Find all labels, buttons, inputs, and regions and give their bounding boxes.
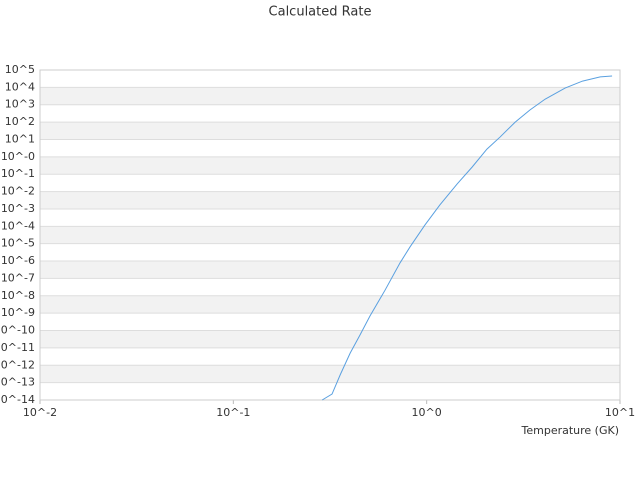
grid-band [40, 365, 620, 383]
x-tick-label: 10^-1 [216, 406, 250, 419]
y-tick-label: 10^-11 [0, 341, 35, 354]
y-tick-label: 10^-9 [1, 306, 35, 319]
y-tick-label: 10^-8 [1, 289, 35, 302]
x-tick-label: 10^0 [412, 406, 442, 419]
y-tick-label: 10^-5 [1, 237, 35, 250]
chart-title: Calculated Rate [269, 5, 372, 20]
y-tick-label: 10^-6 [1, 254, 35, 267]
y-tick-label: 10^-2 [1, 185, 35, 198]
y-tick-label: 10^-1 [1, 167, 35, 180]
grid [40, 69, 620, 401]
y-tick-label: 10^-3 [1, 202, 35, 215]
y-tick-label: 10^-0 [1, 150, 35, 163]
grid-band [40, 330, 620, 348]
grid-band [40, 122, 620, 140]
y-tick-label: 10^-7 [1, 271, 35, 284]
y-tick-label: 10^-10 [0, 324, 35, 337]
x-tick-label: 10^1 [605, 406, 635, 419]
y-tick-label: 10^-13 [0, 376, 35, 389]
y-tick-label: 10^-4 [1, 219, 35, 232]
series-line [321, 75, 613, 401]
y-tick-label: 10^2 [5, 115, 35, 128]
y-tick-label: 10^-12 [0, 358, 35, 371]
grid-band [40, 261, 620, 279]
y-tick-label: 10^4 [5, 80, 35, 93]
y-tick-label: 10^1 [5, 132, 35, 145]
plot-border [39, 69, 621, 401]
y-tick-label: 10^5 [5, 63, 35, 76]
grid-band [40, 295, 620, 314]
grid-band [40, 226, 620, 244]
y-tick-label: 10^3 [5, 98, 35, 111]
grid-band [40, 156, 620, 175]
x-axis-label: Temperature (GK) [521, 424, 620, 437]
grid-band [40, 87, 620, 105]
grid-band [40, 191, 620, 209]
x-tick-label: 10^-2 [23, 406, 57, 419]
y-tick-label: 10^-14 [0, 393, 35, 406]
